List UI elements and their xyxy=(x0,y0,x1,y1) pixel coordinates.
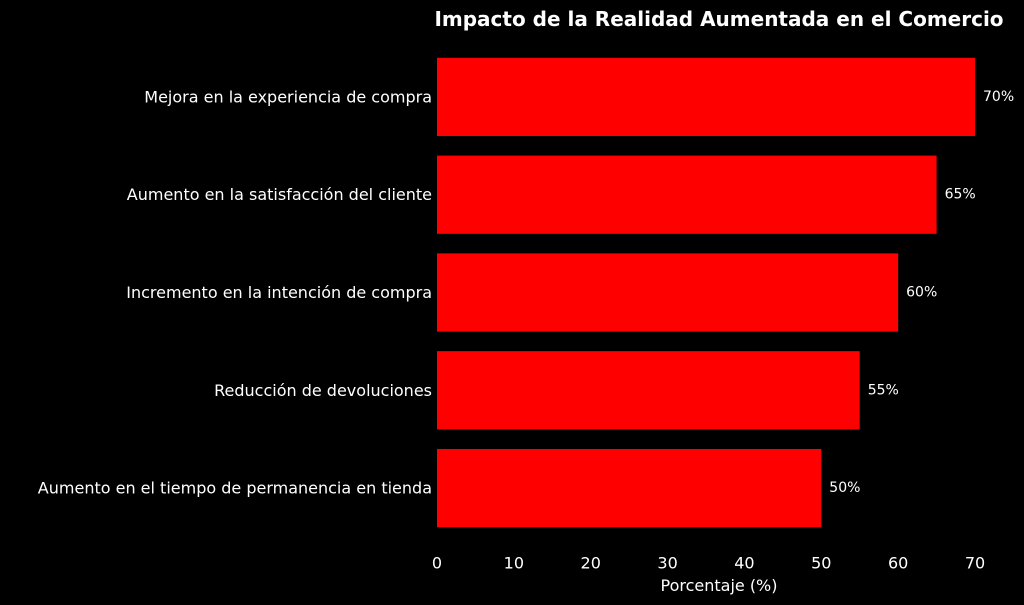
x-tick-label: 40 xyxy=(734,554,754,573)
bar xyxy=(437,351,860,430)
category-label: Aumento en el tiempo de permanencia en t… xyxy=(38,479,432,498)
x-axis-label: Porcentaje (%) xyxy=(660,576,777,595)
x-tick-label: 70 xyxy=(965,554,985,573)
bar xyxy=(437,155,937,234)
bar xyxy=(437,448,822,528)
data-label: 50% xyxy=(829,480,860,496)
x-tick-label: 10 xyxy=(504,554,524,573)
data-label: 70% xyxy=(983,89,1014,105)
category-label: Reducción de devoluciones xyxy=(214,381,432,400)
bars-group: Mejora en la experiencia de compra 70% Aum… xyxy=(38,57,1014,528)
category-label: Mejora en la experiencia de compra xyxy=(144,87,432,106)
chart-title: Impacto de la Realidad Aumentada en el C… xyxy=(434,7,1003,31)
category-label: Aumento en la satisfacción del cliente xyxy=(127,185,432,204)
x-tick-label: 50 xyxy=(811,554,831,573)
bar xyxy=(437,57,975,137)
x-tick-label: 0 xyxy=(432,554,442,573)
data-label: 55% xyxy=(868,382,899,398)
x-tick-label: 60 xyxy=(888,554,908,573)
x-tick-label: 20 xyxy=(581,554,601,573)
data-label: 65% xyxy=(945,187,976,203)
x-tick-label: 30 xyxy=(657,554,677,573)
category-label: Incremento en la intención de compra xyxy=(126,283,432,302)
x-axis-ticks: 0 10 20 30 40 50 60 70 xyxy=(432,554,985,573)
bar xyxy=(437,253,899,332)
data-label: 60% xyxy=(906,285,937,301)
